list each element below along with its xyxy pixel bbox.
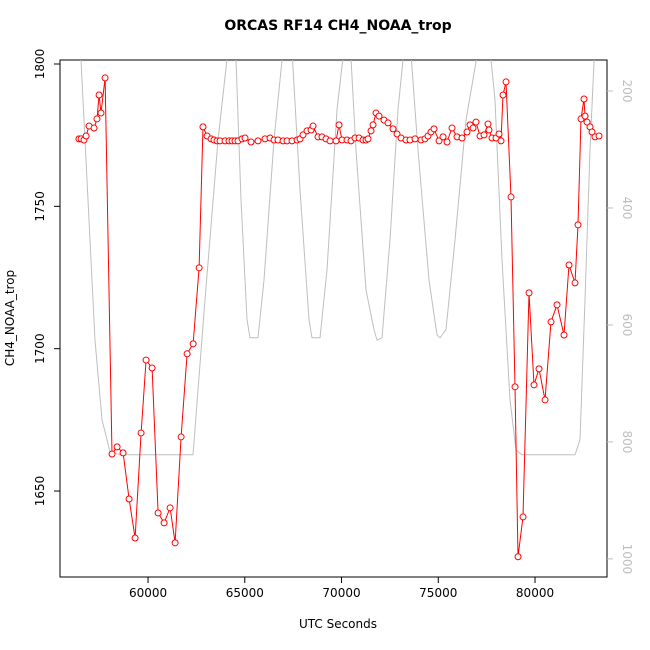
data-point [393,130,401,138]
data-point [108,450,116,458]
plot-frame [59,59,608,578]
data-point [364,135,372,143]
data-point [101,74,109,82]
data-point [93,115,101,123]
x-tick-label: 60000 [129,586,167,600]
data-point [535,365,543,373]
data-point [113,443,121,451]
data-point [595,132,603,140]
data-point [485,126,493,134]
y-tick-label: 1750 [33,191,47,222]
data-point [177,433,185,441]
x-tick-label: 65000 [226,586,264,600]
data-point [131,534,139,542]
data-point [581,112,589,120]
data-point [119,449,127,457]
series-line [79,77,600,557]
data-point [195,264,203,272]
data-point [435,137,443,145]
y-tick-label: 1700 [33,333,47,364]
data-point [332,137,340,145]
data-point [82,132,90,140]
data-point [183,350,191,358]
y-tick-label: 1800 [33,49,47,80]
data-point [541,396,549,404]
x-tick-label: 80000 [516,586,554,600]
data-point [458,134,466,142]
y-axis-label: CH4_NOAA_trop [3,270,17,366]
data-point [443,138,451,146]
data-point [560,331,568,339]
y2-tick-label: 800 [620,430,634,453]
data-point [511,383,519,391]
data-point [448,124,456,132]
data-point [254,137,262,145]
y2-tick-label: 200 [620,80,634,103]
data-point [189,340,197,348]
y2-tick-label: 400 [620,197,634,220]
data-point [326,137,334,145]
data-point [335,121,343,129]
data-point [142,356,150,364]
data-point [495,130,503,138]
data-point [497,137,505,145]
data-point [519,513,527,521]
data-point [499,91,507,99]
data-point [171,539,179,547]
data-point [469,124,477,132]
data-point [411,135,419,143]
series-line [80,60,595,456]
data-point [484,120,492,128]
data-point [565,261,573,269]
x-axis-label: UTC Seconds [299,617,377,631]
data-point [369,121,377,129]
data-point [463,128,471,136]
data-point [583,118,591,126]
data-point [571,279,579,287]
data-point [384,119,392,127]
data-point [367,127,375,135]
data-point [502,78,510,86]
data-point [574,221,582,229]
data-point [199,123,207,131]
data-point [507,193,515,201]
data-point [148,364,156,372]
y2-tick-label: 1000 [620,544,634,575]
data-point [154,509,162,517]
data-point [166,504,174,512]
data-point [95,91,103,99]
data-point [241,134,249,142]
data-point [588,128,596,136]
data-point [309,122,317,130]
data-point [90,124,98,132]
data-point [553,301,561,309]
data-point [530,381,538,389]
plot-area [75,60,603,561]
chart-title: ORCAS RF14 CH4_NOAA_trop [224,18,451,34]
data-point [375,112,383,120]
data-point [480,131,488,139]
data-point [389,125,397,133]
data-point [439,133,447,141]
data-point [299,131,307,139]
data-point [125,495,133,503]
data-point [97,109,105,117]
y-tick-label: 1650 [33,476,47,507]
data-point [472,118,480,126]
data-point [525,289,533,297]
data-point [547,318,555,326]
data-point [137,429,145,437]
x-tick-label: 75000 [419,586,457,600]
data-point [247,138,255,146]
data-point [430,125,438,133]
x-tick-label: 70000 [322,586,360,600]
data-point [160,519,168,527]
y2-tick-label: 600 [620,313,634,336]
data-point [514,553,522,561]
data-point [580,95,588,103]
